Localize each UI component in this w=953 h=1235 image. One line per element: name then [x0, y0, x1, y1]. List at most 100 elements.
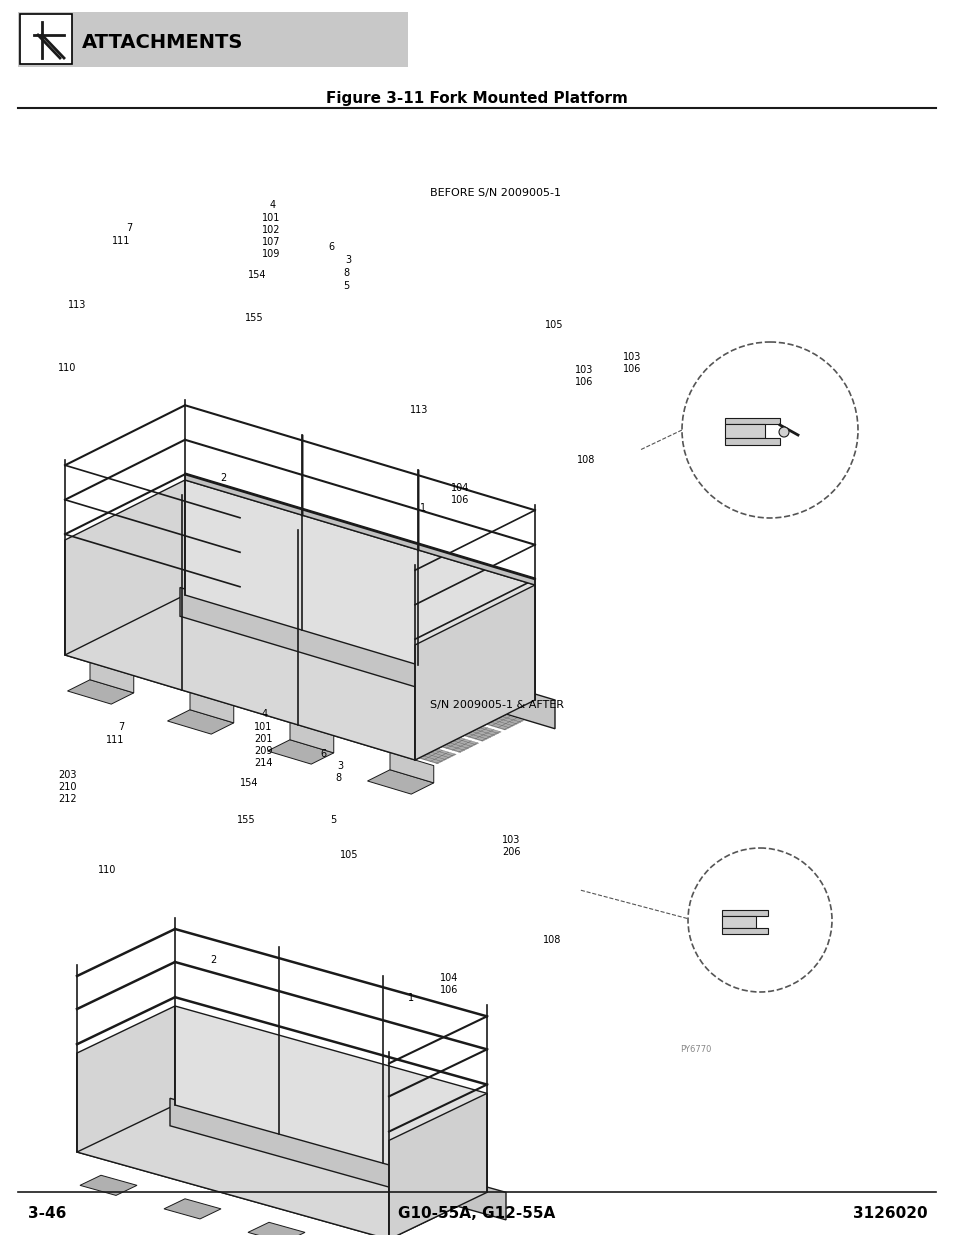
Text: ATTACHMENTS: ATTACHMENTS	[82, 32, 243, 52]
Polygon shape	[721, 916, 755, 927]
Text: 8: 8	[343, 268, 349, 278]
Polygon shape	[185, 473, 535, 585]
Polygon shape	[168, 710, 233, 734]
Polygon shape	[181, 678, 237, 698]
Text: 101: 101	[262, 212, 280, 224]
Polygon shape	[270, 668, 326, 689]
Polygon shape	[290, 722, 334, 753]
Polygon shape	[444, 721, 500, 741]
Polygon shape	[313, 716, 369, 737]
Polygon shape	[335, 671, 392, 690]
Text: 110: 110	[98, 864, 116, 876]
Polygon shape	[401, 708, 457, 729]
Text: 5: 5	[330, 815, 335, 825]
FancyBboxPatch shape	[18, 12, 408, 67]
Polygon shape	[65, 595, 535, 760]
Text: 113: 113	[68, 300, 87, 310]
Polygon shape	[190, 693, 233, 722]
Polygon shape	[164, 1199, 221, 1219]
Text: 154: 154	[248, 270, 266, 280]
Polygon shape	[204, 666, 260, 687]
Text: 112: 112	[683, 427, 701, 437]
Circle shape	[687, 848, 831, 992]
Text: 3: 3	[345, 254, 351, 266]
Polygon shape	[93, 651, 150, 672]
Text: 114: 114	[754, 408, 773, 417]
Text: 108: 108	[577, 454, 595, 466]
Text: 108: 108	[542, 935, 560, 945]
Polygon shape	[170, 1098, 505, 1220]
Text: 212: 212	[58, 794, 76, 804]
Polygon shape	[724, 417, 780, 424]
Polygon shape	[446, 685, 502, 705]
Text: 106: 106	[451, 495, 469, 505]
Text: 103: 103	[575, 366, 593, 375]
Polygon shape	[423, 697, 479, 716]
Polygon shape	[357, 694, 414, 715]
Text: 105: 105	[544, 320, 563, 330]
Text: 218: 218	[706, 920, 724, 930]
Polygon shape	[721, 927, 767, 934]
Polygon shape	[226, 655, 282, 676]
Polygon shape	[389, 1093, 486, 1235]
Polygon shape	[293, 657, 349, 678]
Polygon shape	[402, 672, 458, 693]
Polygon shape	[77, 1053, 389, 1235]
Text: S/N 2009005-1 & AFTER: S/N 2009005-1 & AFTER	[430, 700, 563, 710]
Text: 203: 203	[58, 769, 76, 781]
Polygon shape	[182, 642, 238, 662]
Text: 113: 113	[410, 405, 428, 415]
Polygon shape	[291, 693, 347, 713]
Polygon shape	[390, 752, 434, 783]
Text: 7: 7	[126, 224, 132, 233]
Text: 2: 2	[210, 955, 216, 965]
Text: 209: 209	[253, 746, 273, 756]
Polygon shape	[138, 629, 194, 650]
Polygon shape	[160, 653, 216, 674]
Polygon shape	[161, 618, 217, 638]
Text: PY6770: PY6770	[679, 1046, 711, 1055]
Polygon shape	[358, 658, 415, 679]
Text: 103: 103	[622, 352, 640, 362]
Text: 106: 106	[575, 377, 593, 387]
Polygon shape	[65, 480, 185, 655]
Text: 3126020: 3126020	[853, 1205, 927, 1220]
Text: 5: 5	[343, 282, 349, 291]
Text: 155: 155	[236, 815, 255, 825]
Polygon shape	[721, 910, 767, 916]
Polygon shape	[68, 679, 133, 704]
Text: 111: 111	[112, 236, 131, 246]
Polygon shape	[77, 1007, 174, 1152]
Text: 104: 104	[439, 973, 457, 983]
Polygon shape	[724, 424, 764, 438]
Polygon shape	[249, 643, 305, 664]
Text: 3-46: 3-46	[28, 1205, 67, 1220]
Circle shape	[681, 342, 857, 517]
Polygon shape	[367, 769, 434, 794]
Polygon shape	[422, 732, 478, 752]
Text: 104: 104	[451, 483, 469, 493]
Text: 105: 105	[339, 850, 358, 860]
Text: BEFORE S/N 2009005-1: BEFORE S/N 2009005-1	[430, 188, 560, 198]
Polygon shape	[271, 632, 327, 653]
Polygon shape	[399, 743, 456, 763]
Text: 2: 2	[220, 473, 226, 483]
Polygon shape	[335, 705, 391, 726]
Polygon shape	[314, 682, 370, 701]
Text: 4: 4	[270, 200, 275, 210]
Circle shape	[779, 427, 788, 437]
Polygon shape	[267, 740, 334, 764]
Polygon shape	[225, 690, 281, 711]
Polygon shape	[180, 588, 555, 729]
Polygon shape	[137, 664, 193, 685]
Text: 214: 214	[253, 758, 273, 768]
Polygon shape	[205, 631, 261, 651]
Polygon shape	[248, 1223, 305, 1235]
Polygon shape	[65, 540, 415, 760]
Text: 201: 201	[253, 734, 273, 743]
Text: Figure 3-11 Fork Mounted Platform: Figure 3-11 Fork Mounted Platform	[326, 90, 627, 105]
Text: 1: 1	[419, 503, 426, 513]
Text: 3: 3	[336, 761, 343, 771]
Text: 111: 111	[106, 735, 124, 745]
Polygon shape	[174, 1007, 486, 1192]
